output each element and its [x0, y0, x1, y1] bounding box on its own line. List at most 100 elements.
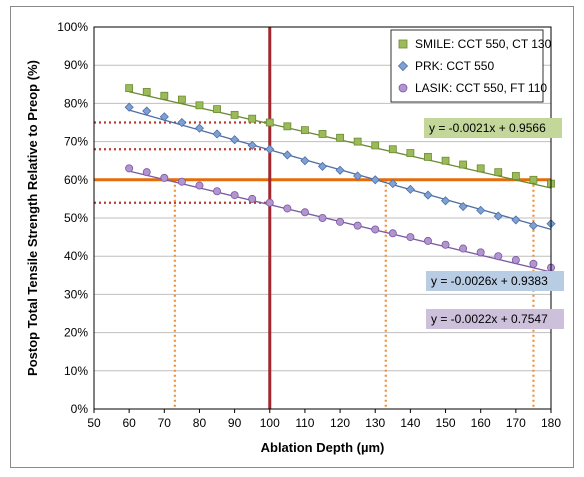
lasik-data-point: [142, 168, 151, 177]
prk-data-point: [247, 140, 257, 150]
lasik-data-point: [195, 181, 204, 190]
prk-data-point: [177, 117, 187, 128]
lasik-data-point: [353, 221, 362, 230]
prk-data-point: [317, 161, 328, 171]
x-tick-label: 70: [158, 416, 172, 430]
legend: SMILE: CCT 550, CT 130 PRK: CCT 550 LASIK:…: [390, 29, 552, 103]
prk-data-point: [124, 102, 134, 112]
prk-data-point: [230, 135, 240, 145]
smile-data-point: [406, 149, 415, 157]
prk-data-point: [458, 201, 468, 212]
legend-item: SMILE: CCT 550, CT 130: [398, 37, 552, 51]
smile-data-point: [230, 110, 239, 119]
smile-data-point: [353, 137, 362, 146]
smile-data-point: [459, 160, 468, 169]
equation-label-prk: y = -0.0026x + 0.9383: [426, 271, 564, 291]
equation-background: [424, 118, 562, 138]
prk-data-point: [476, 205, 486, 215]
legend-label: SMILE: CCT 550, CT 130: [415, 37, 552, 51]
prk-data-point: [493, 211, 503, 221]
lasik-data-point: [388, 229, 397, 238]
prk-data-point: [194, 123, 205, 133]
prk-data-point: [423, 190, 433, 200]
equation-text: y = -0.0026x + 0.9383: [431, 274, 548, 288]
smile-data-point: [142, 88, 151, 96]
legend-circle-icon: [398, 83, 408, 93]
lasik-data-point: [336, 217, 345, 226]
smile-data-point: [195, 101, 204, 110]
x-tick-label: 150: [436, 416, 456, 430]
reference-lines: [94, 27, 551, 409]
legend-item: PRK: CCT 550: [397, 59, 494, 73]
prk-data-point: [511, 215, 521, 225]
smile-data-point: [160, 91, 169, 100]
prk-data-point: [142, 106, 152, 116]
lasik-data-point: [265, 198, 274, 207]
equation-label-lasik: y = -0.0022x + 0.7547: [426, 309, 564, 329]
y-tick-label: 20%: [64, 326, 88, 340]
legend-square-icon: [398, 39, 408, 49]
smile-data-point: [248, 114, 257, 123]
x-tick-label: 160: [471, 416, 491, 430]
lasik-data-point: [459, 244, 468, 253]
lasik-data-point: [511, 256, 520, 265]
smile-data-point: [371, 141, 380, 150]
legend-item: LASIK: CCT 550, FT 110: [398, 81, 547, 95]
y-tick-label: 30%: [64, 287, 88, 301]
smile-data-point: [441, 156, 450, 165]
prk-data-point: [528, 221, 538, 231]
equation-labels: y = -0.0021x + 0.9566 y = -0.0026x + 0.93…: [424, 118, 564, 329]
smile-data-point: [177, 95, 186, 104]
lasik-data-point: [529, 259, 538, 268]
equation-label-smile: y = -0.0021x + 0.9566: [424, 118, 562, 138]
lasik-data-point: [230, 191, 239, 200]
tick-labels: 0% 10% 20% 30% 40% 50% 60% 70% 80% 90% 100% 50 60 70 8…: [57, 20, 561, 430]
y-tick-label: 10%: [64, 364, 88, 378]
x-tick-label: 170: [506, 416, 526, 430]
x-tick-label: 140: [400, 416, 420, 430]
y-tick-label: 70%: [64, 135, 88, 149]
lasik-data-point: [441, 240, 450, 249]
prk-data-point: [353, 171, 363, 181]
x-tick-label: 100: [260, 416, 280, 430]
x-tick-label: 120: [330, 416, 350, 430]
y-tick-label: 80%: [64, 96, 88, 110]
y-tick-label: 0%: [71, 402, 89, 416]
smile-data-point: [213, 105, 221, 114]
smile-data-point: [265, 118, 274, 127]
lasik-data-point: [318, 213, 327, 222]
lasik-data-point: [248, 194, 257, 203]
x-tick-label: 180: [541, 416, 561, 430]
smile-data-point: [511, 172, 520, 180]
x-tick-label: 110: [295, 416, 314, 430]
smile-data-point: [336, 133, 344, 142]
prk-data-point: [335, 165, 345, 175]
x-tick-label: 60: [122, 416, 136, 430]
prk-data-point: [405, 184, 415, 194]
prk-data-point: [159, 112, 169, 122]
y-tick-label: 90%: [64, 58, 88, 72]
lasik-data-point: [213, 187, 222, 196]
y-tick-label: 40%: [64, 249, 88, 263]
smile-data-point: [424, 152, 432, 161]
equation-text: y = -0.0021x + 0.9566: [429, 121, 546, 135]
legend-box: [390, 29, 544, 103]
prk-data-point: [300, 156, 310, 166]
data-points: [124, 84, 556, 272]
lasik-data-point: [160, 173, 169, 182]
smile-data-point: [318, 130, 327, 138]
smile-data-point: [494, 168, 503, 177]
lasik-data-point: [177, 177, 186, 186]
x-tick-label: 80: [193, 416, 207, 430]
lasik-data-point: [476, 248, 485, 257]
prk-data-point: [282, 150, 292, 160]
y-tick-label: 50%: [64, 211, 88, 225]
smile-data-point: [283, 122, 292, 131]
x-axis-title: Ablation Depth (µm): [261, 440, 385, 455]
equation-text: y = -0.0022x + 0.7547: [431, 312, 548, 326]
x-tick-label: 130: [365, 416, 385, 430]
prk-data-point: [388, 179, 398, 189]
y-tick-label: 60%: [64, 173, 88, 187]
lasik-data-point: [406, 233, 415, 242]
